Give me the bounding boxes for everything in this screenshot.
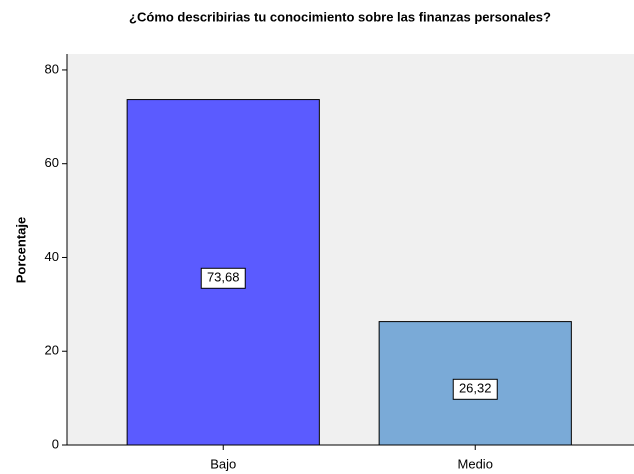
x-tick-label: Bajo [210, 456, 236, 471]
y-tick-label: 20 [45, 343, 59, 358]
chart-title: ¿Cómo describirias tu conocimiento sobre… [129, 9, 551, 24]
value-label-box [200, 267, 246, 289]
y-tick-label: 40 [45, 249, 59, 264]
value-label-box [452, 378, 498, 400]
y-tick-label: 60 [45, 155, 59, 170]
x-tick-label: Medio [458, 456, 493, 471]
value-label: 26,32 [459, 381, 492, 396]
y-tick-label: 80 [45, 61, 59, 76]
y-tick-label: 0 [52, 436, 59, 451]
value-label: 73,68 [207, 270, 240, 285]
y-axis-label: Porcentaje [13, 217, 28, 283]
